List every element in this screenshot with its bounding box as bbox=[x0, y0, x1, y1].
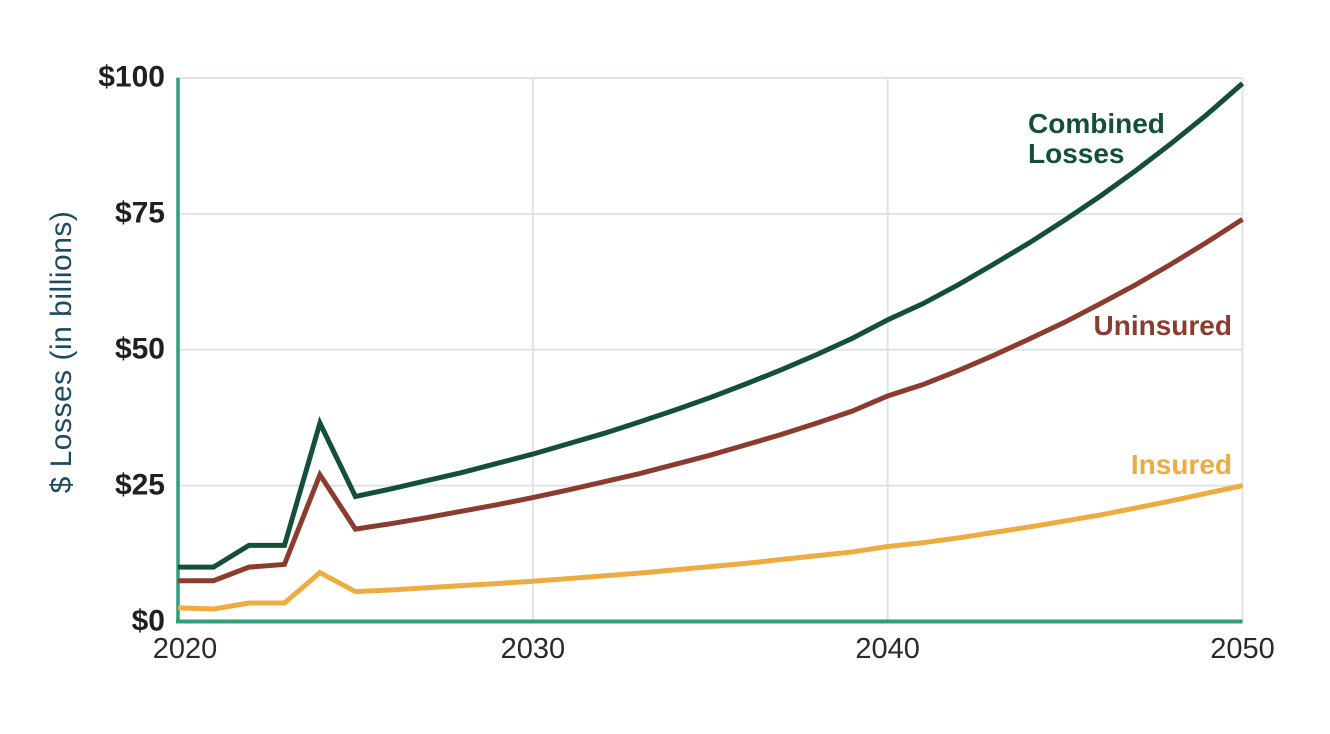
line-series-insured bbox=[177, 483, 1244, 612]
y-axis-title: $ Losses (in billions) bbox=[45, 210, 78, 494]
series-label-insured: Insured bbox=[1130, 449, 1232, 480]
line-series-uninsured bbox=[178, 217, 1244, 584]
y-tick-label-100: $100 bbox=[98, 60, 165, 94]
y-tick-label-75: $75 bbox=[114, 196, 165, 230]
x-tick-label-2040: 2040 bbox=[855, 633, 920, 665]
series-label-uninsured: Uninsured bbox=[1093, 310, 1232, 341]
x-tick-label-2050: 2050 bbox=[1210, 633, 1275, 665]
y-tick-label-25: $25 bbox=[114, 467, 165, 501]
series-label-combined-losses: Combined Losses bbox=[1028, 108, 1165, 169]
x-tick-label-2030: 2030 bbox=[500, 633, 566, 665]
y-tick-label-50: $50 bbox=[114, 332, 165, 366]
y-tick-label-0: $0 bbox=[131, 603, 165, 637]
x-tick-label-2020: 2020 bbox=[152, 633, 218, 665]
line-series-combined-losses bbox=[178, 81, 1245, 570]
